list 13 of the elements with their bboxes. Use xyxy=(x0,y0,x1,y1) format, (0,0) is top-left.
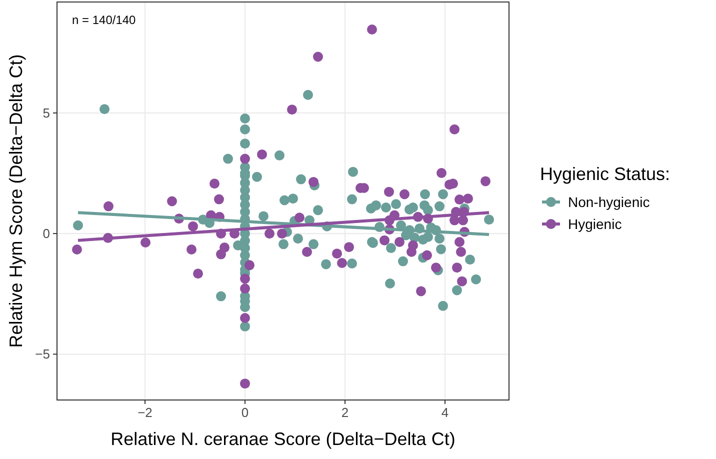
x-tick-label: 0 xyxy=(241,405,249,420)
x-tick-label: 2 xyxy=(341,405,349,420)
legend-label: Non-hygienic xyxy=(568,194,650,210)
y-tick-label: 5 xyxy=(42,105,50,120)
y-tick-label: 0 xyxy=(42,226,50,242)
legend-title: Hygienic Status: xyxy=(540,164,670,184)
y-axis-title: Relative Hym Score (Delta−Delta Ct) xyxy=(6,54,26,348)
y-tick-label: −5 xyxy=(35,346,50,362)
x-axis-title: Relative N. ceranae Score (Delta−Delta Ct) xyxy=(110,429,456,449)
x-tick-label: 4 xyxy=(441,405,449,420)
legend-label: Hygienic xyxy=(568,216,622,232)
x-tick-label: −2 xyxy=(138,405,152,420)
annotation: n = 140/140 xyxy=(72,13,136,27)
